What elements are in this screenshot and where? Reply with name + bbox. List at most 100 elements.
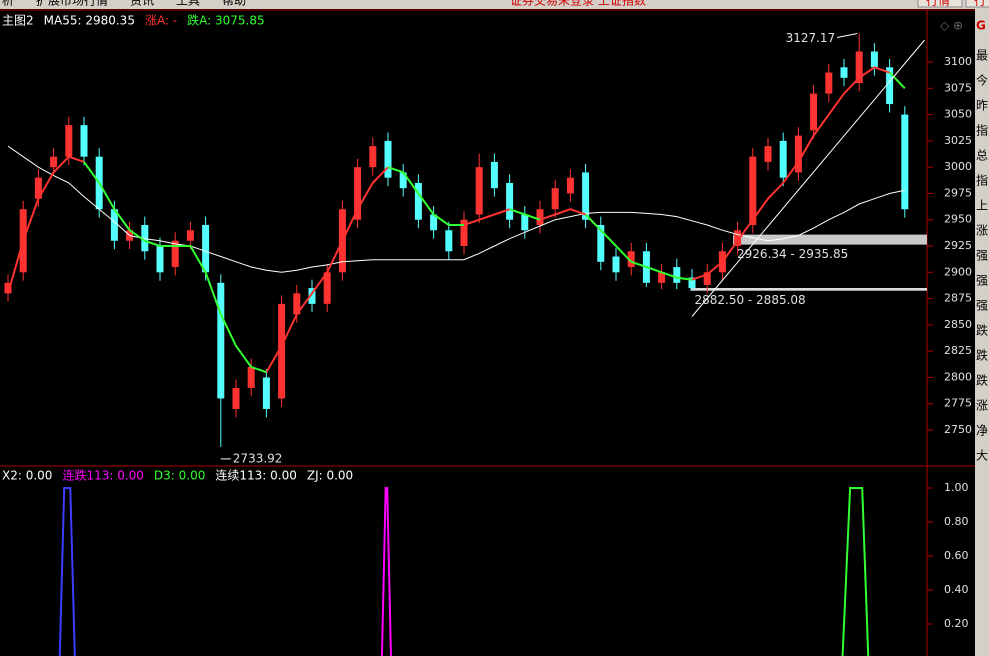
candle-body [901, 114, 909, 210]
candle-body [202, 224, 210, 273]
side-label: 指 [976, 123, 988, 138]
menu-item[interactable]: 资讯 [130, 0, 154, 8]
candle-body [232, 387, 240, 409]
indicator-label: MA55: 2980.35 [44, 14, 135, 28]
y-tick-label: 2875 [944, 292, 972, 305]
menu-item[interactable]: 扩展市场行情 [36, 0, 108, 8]
band-label: 2926.34 - 2935.85 [737, 247, 848, 261]
candle-body [536, 209, 544, 225]
side-label: 上 [976, 199, 988, 213]
candle-body [247, 366, 255, 388]
indicator-line [58, 487, 76, 656]
menu-button-label[interactable]: 行 [974, 0, 986, 8]
side-label: 大 [976, 449, 988, 463]
indicator-label: 连跌113: 0.00 [62, 468, 143, 483]
y-tick-label: 0.20 [944, 617, 969, 630]
side-label: 净 [976, 424, 988, 438]
y-tick-label: 2975 [944, 186, 972, 199]
annotation-arrow [837, 32, 858, 38]
candle-body [4, 282, 12, 294]
candle-body [217, 282, 225, 399]
candle-body [886, 67, 894, 105]
indicator-label: ZJ: 0.00 [307, 469, 353, 483]
side-label: 强 [976, 299, 988, 313]
candle-body [399, 172, 407, 189]
indicator-label: 主图2 [2, 14, 34, 28]
y-tick-label: 3075 [944, 81, 972, 94]
candle-body [612, 256, 620, 273]
side-label: 强 [976, 274, 988, 288]
y-tick-label: 0.40 [944, 583, 969, 596]
candle-body [430, 214, 438, 231]
candle-body [171, 240, 179, 268]
candle-body [65, 125, 73, 157]
candle-body [840, 67, 848, 78]
candle-body [293, 293, 301, 315]
side-label: 强 [976, 249, 988, 263]
toolbar-icons[interactable]: ◇ ⊕ [940, 19, 963, 33]
y-tick-label: 3050 [944, 108, 972, 121]
candle-body [794, 135, 802, 173]
candle-body [186, 230, 194, 241]
indicator-line [380, 487, 392, 656]
candle-body [475, 167, 483, 215]
candle-body [354, 167, 362, 220]
candle-body [110, 209, 118, 241]
side-label: 跌 [976, 348, 988, 363]
side-label: 跌 [976, 323, 988, 338]
indicator-label: 跌A: 3075.85 [187, 13, 264, 28]
candle-body [506, 182, 514, 220]
login-status: 证券交易未登录 上证指数 [510, 0, 646, 8]
side-panel [975, 9, 989, 656]
candle-body [597, 224, 605, 262]
indicator-line [7, 145, 905, 273]
annotation-label: 2733.92 [233, 451, 283, 465]
side-label: 总 [976, 149, 988, 163]
side-label: 昨 [976, 99, 988, 113]
indicator-label: 连续113: 0.00 [215, 468, 296, 483]
menu-item[interactable]: 析 [2, 0, 14, 8]
candle-body [673, 267, 681, 283]
candle-body [703, 272, 711, 285]
candle-body [323, 272, 331, 304]
side-label: 跌 [976, 373, 988, 388]
menu-button[interactable] [965, 0, 989, 8]
candle-body [414, 182, 422, 220]
candle-body [156, 246, 164, 273]
menu-button[interactable] [917, 0, 963, 8]
candle-body [627, 251, 635, 268]
y-tick-label: 3025 [944, 134, 972, 147]
indicator-label: X2: 0.00 [2, 469, 52, 483]
side-label: 今 [976, 73, 988, 88]
candle-body [521, 214, 529, 231]
candle-body [50, 156, 58, 168]
candle-body [855, 51, 863, 84]
y-tick-label: 2775 [944, 397, 972, 410]
price-band [733, 234, 927, 245]
y-tick-label: 2825 [944, 344, 972, 357]
candle-body [825, 72, 833, 94]
menu-item[interactable]: 帮助 [222, 0, 246, 8]
indicator-line [691, 39, 925, 317]
candle-body [566, 177, 574, 194]
indicator-label: D3: 0.00 [154, 469, 205, 483]
candle-body [764, 146, 772, 162]
price-band [690, 287, 927, 291]
candle-body [80, 125, 88, 157]
candle-body [779, 140, 787, 178]
candle-body [551, 188, 559, 210]
candle-body [460, 219, 468, 247]
menu-button-label[interactable]: 行情 [926, 0, 950, 8]
candle-body [445, 230, 453, 252]
menu-item[interactable]: 工具 [176, 0, 200, 8]
candle-body [658, 272, 666, 283]
candle-body [734, 230, 742, 247]
candle-body [870, 51, 878, 68]
indicator-line [83, 71, 906, 374]
y-tick-label: 0.80 [944, 515, 969, 528]
side-label: 涨 [976, 398, 988, 413]
band-label: 2882.50 - 2885.08 [694, 293, 805, 307]
candle-body [384, 140, 392, 178]
side-label: 最 [976, 49, 988, 63]
